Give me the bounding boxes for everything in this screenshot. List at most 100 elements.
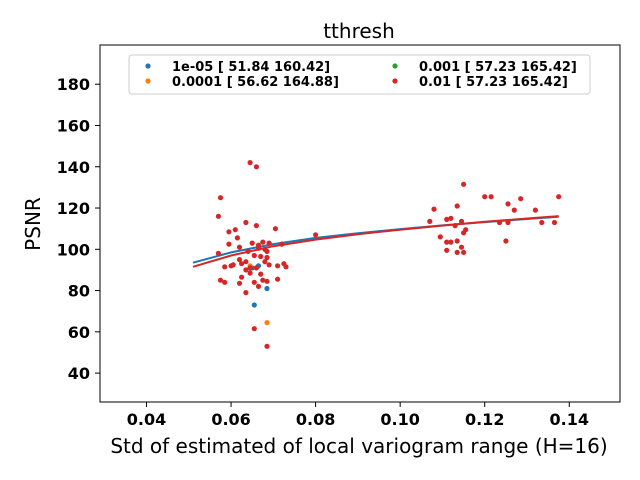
data-point xyxy=(283,264,289,270)
data-point xyxy=(437,234,443,240)
data-point xyxy=(264,278,270,284)
data-point xyxy=(454,249,460,255)
data-point xyxy=(264,254,270,261)
data-points xyxy=(215,160,562,349)
data-point xyxy=(272,226,278,232)
data-point xyxy=(258,253,264,260)
data-point xyxy=(539,219,545,226)
x-tick-label: 0.08 xyxy=(296,410,335,429)
data-point xyxy=(551,219,558,226)
y-tick-label: 140 xyxy=(57,158,90,177)
x-tick-label: 0.14 xyxy=(550,410,589,429)
chart-title: tthresh xyxy=(323,19,395,43)
data-point xyxy=(226,229,232,235)
data-point xyxy=(236,280,243,286)
data-point xyxy=(458,218,465,224)
data-point xyxy=(226,241,232,247)
data-point xyxy=(264,343,270,349)
data-point xyxy=(215,213,221,219)
x-tick-label: 0.06 xyxy=(211,410,250,429)
data-point xyxy=(511,207,517,213)
data-point xyxy=(488,194,494,200)
data-point xyxy=(255,283,262,289)
data-point xyxy=(444,247,450,253)
data-point xyxy=(431,206,437,212)
data-point xyxy=(258,271,264,277)
data-point xyxy=(236,257,243,263)
data-point xyxy=(264,248,270,254)
data-point xyxy=(266,262,272,268)
data-point xyxy=(243,219,249,226)
data-point xyxy=(275,263,281,269)
data-point xyxy=(556,194,562,200)
data-point xyxy=(427,218,433,224)
data-point xyxy=(444,216,450,222)
data-point xyxy=(458,244,465,250)
data-point xyxy=(444,239,450,245)
data-point xyxy=(251,302,257,308)
plot-area xyxy=(99,44,621,403)
data-point xyxy=(249,240,255,246)
data-point xyxy=(262,259,268,265)
data-point xyxy=(266,240,272,246)
data-point xyxy=(264,285,270,292)
data-point xyxy=(503,238,509,244)
legend-entry: 1e-05 [ 51.84 160.42] xyxy=(172,60,330,75)
y-tick-label: 120 xyxy=(57,199,90,218)
data-point xyxy=(234,235,240,241)
fit-lines xyxy=(192,215,559,268)
data-point xyxy=(222,279,228,285)
data-point xyxy=(255,242,262,248)
y-tick-label: 160 xyxy=(57,116,90,135)
legend-marker xyxy=(392,63,398,69)
legend-marker xyxy=(145,63,151,69)
data-point xyxy=(217,195,224,201)
data-point xyxy=(222,264,228,270)
data-point xyxy=(251,252,257,259)
x-axis-ticks: 0.04 0.06 0.08 0.10 0.12 0.14 xyxy=(127,402,589,429)
legend-marker xyxy=(145,78,151,84)
fit-line xyxy=(192,215,559,268)
data-point xyxy=(505,201,511,207)
plot-frame xyxy=(99,44,621,403)
data-point xyxy=(461,230,467,236)
data-point xyxy=(461,249,467,255)
data-point xyxy=(217,277,224,283)
data-point xyxy=(247,160,253,166)
data-point xyxy=(247,270,253,276)
data-point xyxy=(239,274,245,280)
legend-entry: 0.001 [ 57.23 165.42] xyxy=(419,60,577,75)
data-point xyxy=(236,244,243,250)
y-tick-label: 60 xyxy=(68,323,90,342)
data-point xyxy=(482,194,488,200)
y-tick-label: 40 xyxy=(68,364,90,383)
y-tick-label: 180 xyxy=(57,75,90,94)
data-point xyxy=(247,265,253,271)
data-point xyxy=(253,223,259,229)
data-point xyxy=(232,227,238,233)
legend: 1e-05 [ 51.84 160.42]0.0001 [ 56.62 164.… xyxy=(128,54,591,95)
data-point xyxy=(313,232,319,238)
data-point xyxy=(454,203,460,209)
x-axis-label: Std of estimated of local variogram rang… xyxy=(110,434,607,458)
data-point xyxy=(496,219,503,226)
data-point xyxy=(448,215,454,221)
data-point xyxy=(243,267,249,273)
data-point xyxy=(505,219,511,226)
data-point xyxy=(251,326,257,332)
data-point xyxy=(461,181,467,187)
data-point xyxy=(251,279,257,285)
data-point xyxy=(245,248,251,254)
x-tick-label: 0.10 xyxy=(380,410,419,429)
data-point xyxy=(260,239,266,245)
data-point xyxy=(253,265,259,271)
data-point xyxy=(532,207,539,213)
legend-marker xyxy=(392,78,398,84)
data-point xyxy=(243,259,249,265)
data-point xyxy=(243,290,249,296)
data-point xyxy=(239,261,245,267)
y-axis-ticks: 40 60 80 100 120 140 160 180 xyxy=(57,75,100,383)
x-tick-label: 0.04 xyxy=(127,410,166,429)
data-point xyxy=(279,241,285,247)
